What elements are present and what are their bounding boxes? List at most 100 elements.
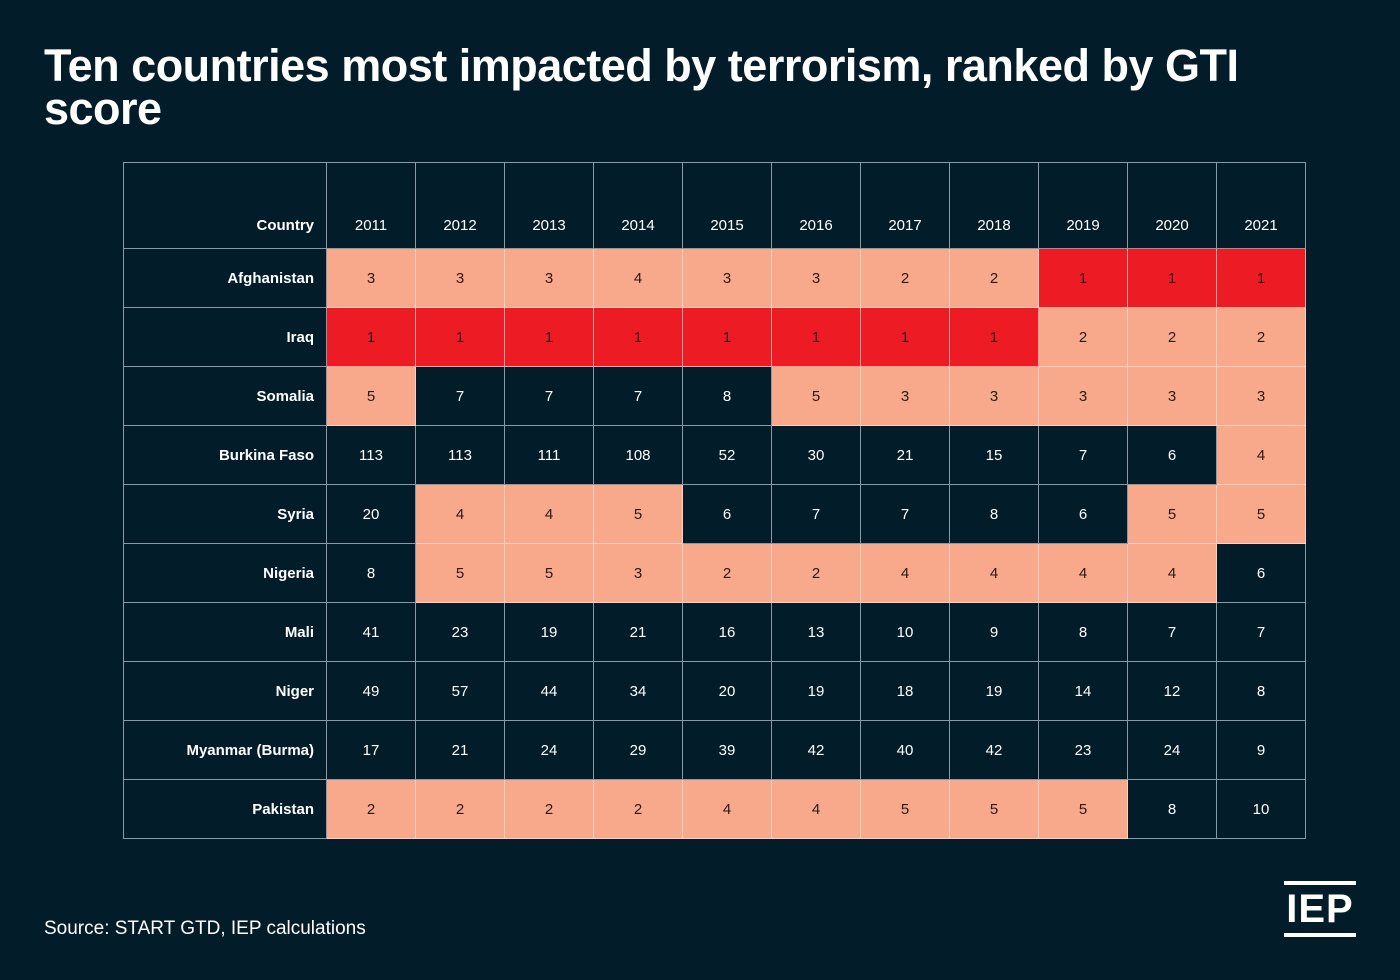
rank-cell: 5 [593,484,683,544]
rank-cell: 4 [949,543,1039,603]
rank-cell: 3 [1127,366,1217,426]
country-label: Afghanistan [123,248,327,308]
rank-cell: 8 [949,484,1039,544]
rank-cell: 3 [682,248,772,308]
rank-cell: 3 [860,366,950,426]
rank-cell: 4 [1038,543,1128,603]
year-header: 2013 [504,162,594,249]
year-header: 2015 [682,162,772,249]
rank-cell: 3 [504,248,594,308]
rank-cell: 4 [1216,425,1306,485]
year-header: 2020 [1127,162,1217,249]
country-label: Nigeria [123,543,327,603]
country-label: Myanmar (Burma) [123,720,327,780]
rank-cell: 5 [326,366,416,426]
rank-cell: 2 [682,543,772,603]
rank-cell: 4 [415,484,505,544]
rank-cell: 2 [504,779,594,839]
rank-cell: 16 [682,602,772,662]
rank-cell: 3 [949,366,1039,426]
year-header: 2012 [415,162,505,249]
table-row: Syria 20 4 4 5 6 7 7 8 6 5 5 [123,484,1306,544]
rank-cell: 40 [860,720,950,780]
rank-cell: 6 [682,484,772,544]
rank-cell: 3 [771,248,861,308]
rank-cell: 2 [771,543,861,603]
year-header: 2021 [1216,162,1306,249]
rank-cell: 20 [682,661,772,721]
rank-cell: 1 [1038,248,1128,308]
rank-cell: 2 [860,248,950,308]
rank-cell: 8 [326,543,416,603]
rank-cell: 5 [1216,484,1306,544]
rank-cell: 10 [1216,779,1306,839]
rank-cell: 8 [1216,661,1306,721]
rank-cell: 1 [949,307,1039,367]
rank-cell: 6 [1216,543,1306,603]
rank-cell: 3 [593,543,683,603]
rank-cell: 42 [949,720,1039,780]
country-label: Burkina Faso [123,425,327,485]
rank-cell: 52 [682,425,772,485]
rank-cell: 57 [415,661,505,721]
rank-cell: 2 [593,779,683,839]
country-label: Iraq [123,307,327,367]
rank-cell: 41 [326,602,416,662]
rank-cell: 10 [860,602,950,662]
rank-cell: 18 [860,661,950,721]
rank-cell: 5 [771,366,861,426]
country-label: Syria [123,484,327,544]
rank-cell: 21 [415,720,505,780]
rank-cell: 17 [326,720,416,780]
rank-cell: 42 [771,720,861,780]
rank-cell: 49 [326,661,416,721]
table-row: Myanmar (Burma) 17 21 24 29 39 42 40 42 23 24 9 [123,720,1306,780]
year-header: 2014 [593,162,683,249]
rank-cell: 14 [1038,661,1128,721]
rank-cell: 2 [949,248,1039,308]
rank-cell: 23 [1038,720,1128,780]
rank-cell: 6 [1038,484,1128,544]
table-row: Mali 41 23 19 21 16 13 10 9 8 7 7 [123,602,1306,662]
country-label: Somalia [123,366,327,426]
rank-cell: 1 [860,307,950,367]
year-header: 2011 [326,162,416,249]
table-row: Iraq 1 1 1 1 1 1 1 1 2 2 2 [123,307,1306,367]
rank-cell: 5 [949,779,1039,839]
header-row: Country 2011 2012 2013 2014 2015 2016 2017 2018… [123,162,1306,249]
rank-cell: 7 [1127,602,1217,662]
rank-cell: 8 [682,366,772,426]
rank-cell: 4 [504,484,594,544]
rank-cell: 3 [1216,366,1306,426]
rank-cell: 2 [1127,307,1217,367]
chart-title: Ten countries most impacted by terrorism… [44,40,1239,134]
rank-cell: 5 [504,543,594,603]
rank-cell: 7 [504,366,594,426]
rank-cell: 2 [1038,307,1128,367]
rank-cell: 7 [593,366,683,426]
rank-cell: 23 [415,602,505,662]
rank-cell: 113 [415,425,505,485]
rank-cell: 8 [1038,602,1128,662]
rank-cell: 34 [593,661,683,721]
rank-cell: 1 [771,307,861,367]
rank-cell: 30 [771,425,861,485]
rank-cell: 4 [1127,543,1217,603]
rank-cell: 108 [593,425,683,485]
rank-cell: 2 [1216,307,1306,367]
table-row: Afghanistan 3 3 3 4 3 3 2 2 1 1 1 [123,248,1306,308]
rank-cell: 3 [415,248,505,308]
rank-table-container: Country 2011 2012 2013 2014 2015 2016 2017 2018… [123,162,1306,839]
year-header: 2017 [860,162,950,249]
table-row: Pakistan 2 2 2 2 4 4 5 5 5 8 10 [123,779,1306,839]
rank-cell: 4 [593,248,683,308]
rank-cell: 29 [593,720,683,780]
rank-cell: 13 [771,602,861,662]
rank-cell: 24 [504,720,594,780]
iep-logo: IEP [1284,881,1356,937]
logo-bottom-bar [1284,933,1356,937]
rank-cell: 5 [860,779,950,839]
rank-cell: 39 [682,720,772,780]
rank-cell: 7 [860,484,950,544]
rank-cell: 19 [949,661,1039,721]
